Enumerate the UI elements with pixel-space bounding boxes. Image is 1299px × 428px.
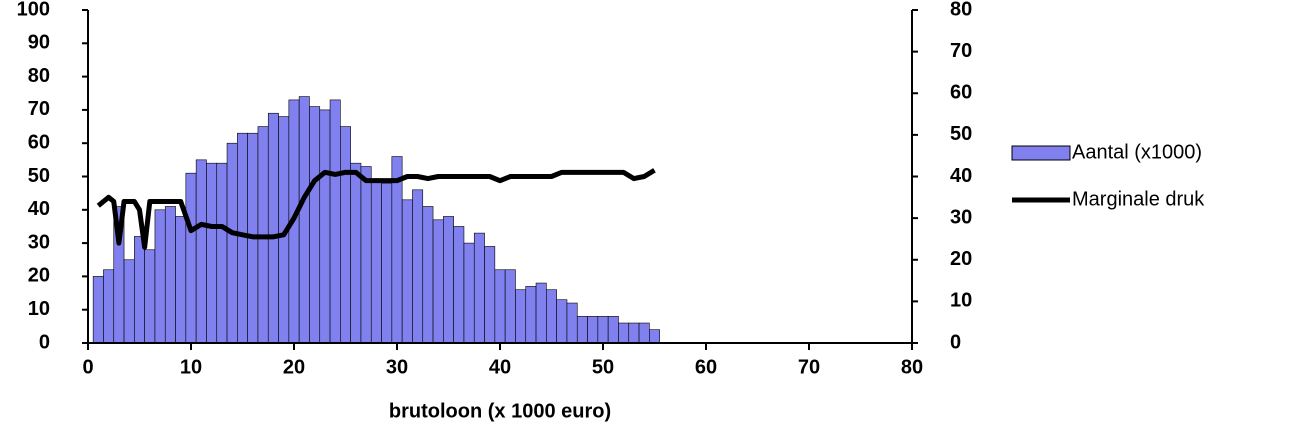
bar bbox=[340, 126, 351, 344]
y2-tick-label: 70 bbox=[950, 40, 972, 62]
bar bbox=[237, 132, 248, 344]
bar bbox=[515, 289, 527, 344]
legend-label: Marginale druk bbox=[1072, 188, 1205, 210]
y-tick-label: 70 bbox=[28, 98, 50, 120]
y-tick-label: 90 bbox=[28, 32, 50, 54]
bar bbox=[535, 282, 547, 344]
y2-tick-label: 50 bbox=[950, 123, 972, 145]
bar bbox=[432, 219, 444, 344]
bar bbox=[597, 316, 609, 344]
y2-tick-label: 80 bbox=[950, 0, 972, 20]
bar bbox=[319, 109, 331, 344]
y2-tick-label: 0 bbox=[950, 331, 961, 353]
y2-tick-label: 60 bbox=[950, 82, 972, 104]
bar bbox=[370, 179, 382, 344]
bar bbox=[525, 286, 537, 344]
bar bbox=[628, 322, 640, 344]
plot-frame bbox=[87, 10, 913, 344]
y-tick-label: 60 bbox=[28, 131, 50, 153]
bar bbox=[144, 249, 156, 344]
bar bbox=[381, 182, 393, 344]
bar bbox=[422, 206, 434, 344]
bar bbox=[309, 106, 321, 344]
bar bbox=[453, 226, 465, 344]
bar bbox=[175, 216, 187, 344]
legend-label: Aantal (x1000) bbox=[1072, 141, 1202, 163]
y2-tick-label: 10 bbox=[950, 290, 972, 312]
x-axis-label: brutoloon (x 1000 euro) bbox=[389, 400, 611, 422]
bar bbox=[206, 162, 218, 344]
x-tick-label: 70 bbox=[798, 356, 820, 378]
bar bbox=[123, 259, 135, 344]
x-tick-label: 30 bbox=[386, 356, 408, 378]
y-tick-label: 100 bbox=[17, 0, 50, 20]
legend-swatch bbox=[1011, 145, 1071, 161]
bar bbox=[556, 299, 568, 344]
x-tick-label: 80 bbox=[901, 356, 923, 378]
bar bbox=[504, 269, 516, 344]
y-tick-label: 30 bbox=[28, 231, 50, 253]
bar bbox=[154, 209, 166, 344]
y-tick-label: 40 bbox=[28, 198, 50, 220]
x-tick-label: 50 bbox=[592, 356, 614, 378]
x-tick-label: 10 bbox=[180, 356, 202, 378]
bar bbox=[401, 199, 413, 344]
bar bbox=[607, 316, 619, 344]
bar bbox=[360, 166, 372, 344]
y2-tick-label: 20 bbox=[950, 248, 972, 270]
bar bbox=[92, 276, 104, 344]
bar bbox=[267, 112, 279, 344]
y-tick-label: 50 bbox=[28, 165, 50, 187]
bar bbox=[216, 162, 228, 344]
bar bbox=[638, 322, 650, 344]
y-tick-label: 10 bbox=[28, 298, 50, 320]
y2-tick-label: 40 bbox=[950, 165, 972, 187]
bar bbox=[443, 216, 454, 344]
bar bbox=[185, 172, 197, 344]
bar bbox=[164, 206, 176, 344]
bar bbox=[473, 232, 485, 344]
bar bbox=[576, 316, 588, 344]
bar bbox=[195, 159, 207, 344]
x-tick-label: 40 bbox=[489, 356, 511, 378]
bar bbox=[494, 269, 506, 344]
y-tick-label: 20 bbox=[28, 265, 50, 287]
bar bbox=[566, 302, 578, 344]
bar bbox=[412, 189, 424, 344]
bar bbox=[298, 96, 310, 344]
y2-tick-label: 30 bbox=[950, 206, 972, 228]
bar bbox=[350, 162, 362, 344]
bar bbox=[649, 329, 660, 344]
line bbox=[96, 168, 656, 250]
y-tick-label: 0 bbox=[39, 331, 50, 353]
bar bbox=[134, 236, 145, 344]
y-tick-label: 80 bbox=[28, 65, 50, 87]
bar bbox=[103, 269, 115, 344]
bar bbox=[618, 322, 630, 344]
x-tick-label: 60 bbox=[695, 356, 717, 378]
bar bbox=[484, 246, 496, 344]
bar bbox=[546, 289, 557, 344]
bar bbox=[587, 316, 599, 344]
x-tick-label: 20 bbox=[283, 356, 305, 378]
bar bbox=[391, 156, 403, 344]
bar bbox=[329, 99, 341, 344]
bar bbox=[226, 142, 238, 344]
x-tick-label: 0 bbox=[82, 356, 93, 378]
bar bbox=[463, 242, 475, 344]
